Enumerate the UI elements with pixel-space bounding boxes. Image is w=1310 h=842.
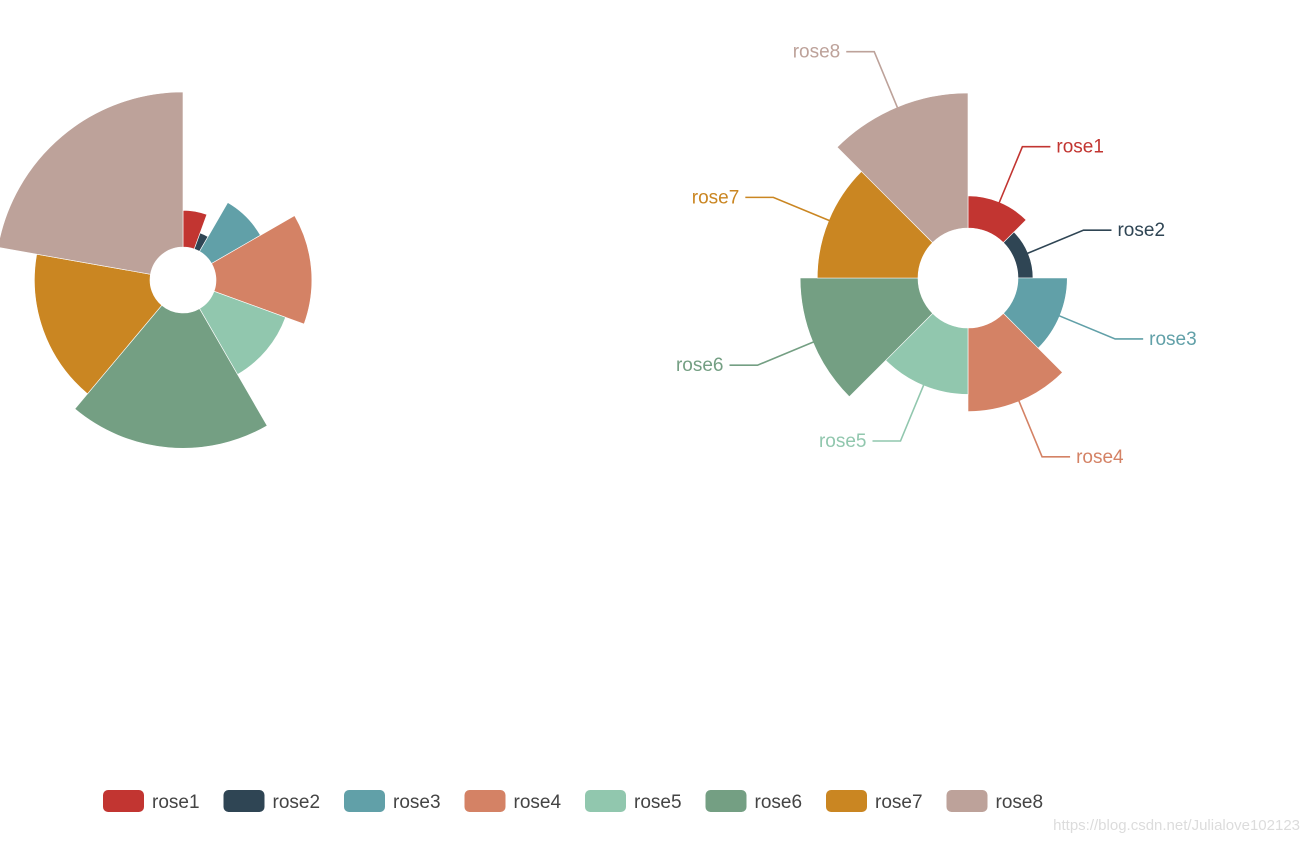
slice-label-rose8: rose8 [793,42,841,63]
legend-label: rose5 [634,792,682,813]
legend-label: rose2 [273,792,321,813]
label-line-rose4 [1015,393,1071,458]
legend-label: rose6 [755,792,803,813]
legend-swatch [826,790,867,812]
legend-swatch [464,790,506,812]
legend-swatch [946,790,988,812]
rose-left-slice-rose8[interactable] [0,91,184,275]
slice-label-rose5: rose5 [819,431,867,452]
watermark: https://blog.csdn.net/Julialove102123 [1053,817,1300,834]
slice-label-rose2: rose2 [1117,220,1165,241]
rose-left-slice-rose4[interactable] [211,215,313,325]
label-line-rose2 [1020,229,1112,257]
label-line-rose3 [1052,312,1144,340]
legend-item-rose7[interactable]: rose7 [826,790,923,813]
rose-right-slice-rose1[interactable] [967,195,1027,244]
label-line-rose5 [872,377,928,442]
legend-swatch [344,790,385,812]
label-line-rose6 [729,338,821,366]
legend-item-rose4[interactable]: rose4 [464,790,562,813]
slice-label-rose4: rose4 [1076,447,1124,468]
label-line-rose1 [995,145,1051,210]
legend-item-rose8[interactable]: rose8 [946,790,1044,813]
slice-label-rose6: rose6 [676,355,724,376]
rose-right-slice-rose7[interactable] [816,171,934,279]
legend-swatch [585,790,626,812]
slice-label-rose1: rose1 [1056,137,1104,158]
legend-item-rose2[interactable]: rose2 [223,790,321,813]
slice-label-rose3: rose3 [1149,329,1197,350]
legend-label: rose1 [152,792,200,813]
rose-right-slice-rose8[interactable] [836,92,969,244]
rose-left-slice-rose7[interactable] [34,253,163,395]
legend-item-rose1[interactable]: rose1 [103,790,200,813]
legend-label: rose8 [996,792,1044,813]
legend-label: rose7 [875,792,923,813]
rose-right-slice-rose6[interactable] [799,277,934,398]
rose-left-slice-rose6[interactable] [74,304,268,449]
label-line-rose8 [846,50,902,115]
legend-swatch [705,790,747,812]
legend-item-rose3[interactable]: rose3 [344,790,441,813]
rose-right-slice-rose2[interactable] [1002,231,1034,279]
legend-item-rose5[interactable]: rose5 [585,790,682,813]
legend-label: rose3 [393,792,441,813]
legend-item-rose6[interactable]: rose6 [705,790,803,813]
legend-swatch [103,790,144,812]
slice-label-rose7: rose7 [692,187,740,208]
legend-swatch [223,790,265,812]
rose-chart-area: rose1 rose2 rose3 rose4 rose5 rose6 rose7 rose8 [676,42,1197,468]
legend: rose1 rose2 rose3 rose4 rose5 rose6 rose7 rose8 [103,790,1043,813]
rose-right-slice-rose4[interactable] [967,312,1063,412]
rose-chart-radius [0,91,313,449]
legend-label: rose4 [514,792,562,813]
label-line-rose7 [745,196,837,225]
